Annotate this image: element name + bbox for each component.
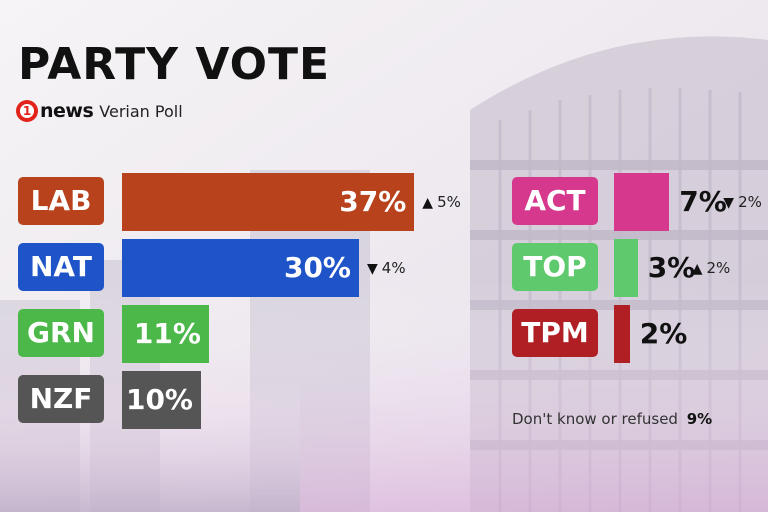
- triangle-down-icon: ▼: [723, 195, 735, 211]
- bar-act: [614, 173, 670, 231]
- chart-title: PARTY VOTE: [18, 39, 331, 90]
- party-row-nzf: NZF 10%: [0, 371, 768, 429]
- party-label-lab: LAB: [18, 177, 104, 225]
- party-row-top: TOP 3% ▲ 2%: [0, 239, 768, 297]
- change-value-act: 2%: [738, 193, 762, 211]
- party-label-grn: GRN: [18, 309, 104, 357]
- brand: 1 news Verian Poll: [16, 98, 183, 124]
- party-label-act: ACT: [512, 177, 598, 225]
- one-news-logo-icon: 1: [16, 100, 38, 122]
- change-value-nat: 4%: [381, 259, 406, 277]
- party-label-tpm: TPM: [512, 309, 598, 357]
- change-value-top: 2%: [706, 259, 731, 277]
- triangle-up-icon: ▲: [691, 261, 703, 277]
- party-row-lab: LAB 37% ▲ 5%: [0, 173, 768, 231]
- bar-lab: 37%: [122, 173, 415, 231]
- bar-grn: 11%: [122, 305, 209, 363]
- value-label-tpm: 2%: [639, 317, 688, 350]
- bar-nat: 30%: [122, 239, 359, 297]
- value-label-nzf: 10%: [125, 383, 193, 416]
- change-top: ▲ 2%: [692, 239, 731, 298]
- change-lab: ▲ 5%: [422, 173, 461, 232]
- change-value-lab: 5%: [437, 193, 461, 211]
- value-label-lab: 37%: [339, 185, 407, 218]
- value-label-act: 7%: [679, 185, 727, 218]
- value-label-nat: 30%: [283, 251, 351, 284]
- party-row-act: ACT 7% ▼ 2%: [0, 173, 768, 231]
- value-label-top: 3%: [647, 251, 696, 284]
- party-row-grn: GRN 11%: [0, 305, 768, 363]
- value-label-grn: 11%: [133, 317, 201, 350]
- triangle-down-icon: ▼: [367, 261, 378, 277]
- party-row-nat: NAT 30% ▼ 4%: [0, 239, 768, 297]
- footnote-value: 9%: [686, 410, 713, 428]
- logo-wordmark: news: [40, 100, 94, 122]
- triangle-up-icon: ▲: [422, 195, 434, 211]
- bar-top: [614, 239, 638, 297]
- dont-know-footnote: Don't know or refused 9%: [512, 410, 712, 428]
- bar-nzf: 10%: [122, 371, 201, 429]
- party-label-nat: NAT: [18, 243, 104, 291]
- poll-name: Verian Poll: [99, 101, 183, 121]
- logo-number: 1: [22, 104, 32, 118]
- party-label-top: TOP: [512, 243, 598, 291]
- change-nat: ▼ 4%: [367, 239, 406, 298]
- party-label-nzf: NZF: [18, 375, 104, 423]
- footnote-text: Don't know or refused: [512, 410, 678, 428]
- change-act: ▼ 2%: [723, 173, 762, 232]
- party-row-tpm: TPM 2%: [0, 305, 768, 363]
- bar-tpm: [614, 305, 630, 363]
